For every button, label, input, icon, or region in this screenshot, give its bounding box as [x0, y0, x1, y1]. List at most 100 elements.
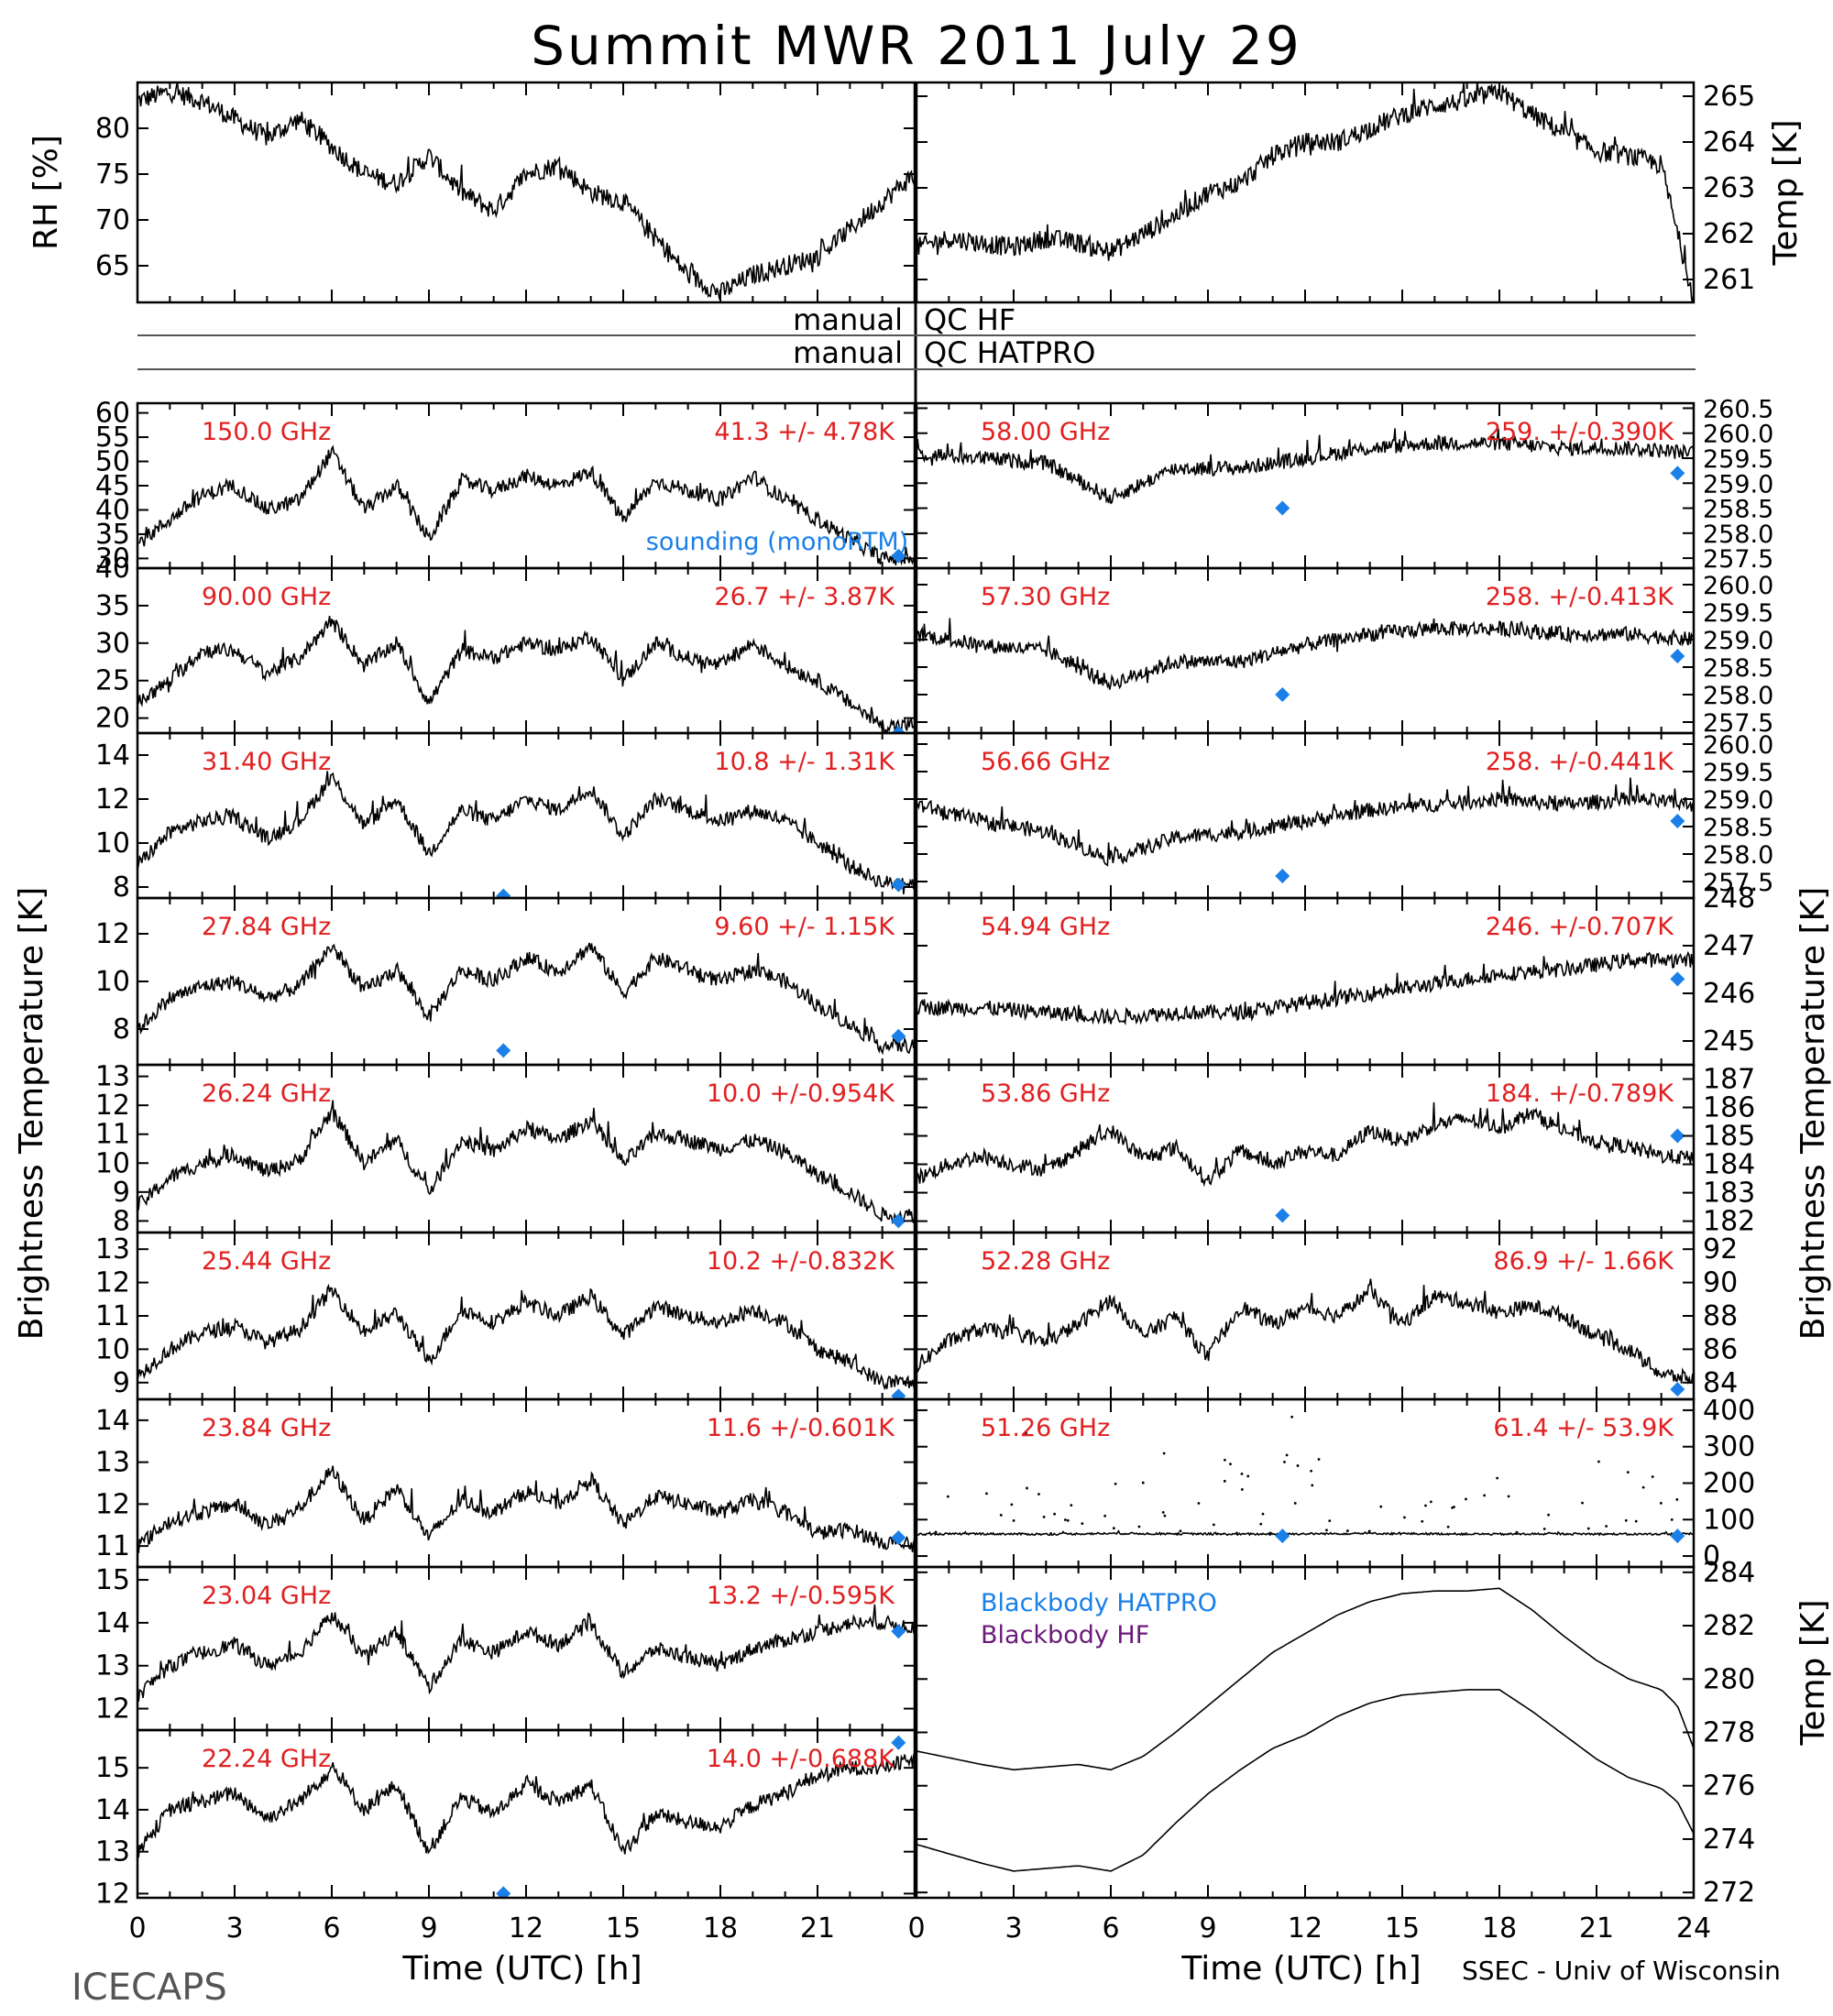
plot-area: [916, 1415, 1694, 1544]
sounding-marker: [891, 548, 906, 564]
y-tick-label: 186: [1703, 1092, 1755, 1124]
outlier-point: [1605, 1525, 1608, 1528]
channel-stat: 10.2 +/-0.832K: [707, 1247, 895, 1276]
plot-area: [137, 615, 915, 733]
sounding-marker: [1275, 869, 1290, 883]
y-tick-label: 65: [95, 250, 130, 282]
channel-label: 58.00 GHz: [981, 418, 1110, 446]
outlier-point: [1634, 1519, 1638, 1523]
channel-stat: 41.3 +/- 4.78K: [714, 418, 895, 446]
y-tick-label: 8: [113, 1013, 130, 1046]
series-line: [916, 82, 1694, 302]
outlier-point: [1446, 1525, 1450, 1528]
outlier-point: [1675, 1497, 1679, 1501]
outlier-point: [1659, 1501, 1663, 1505]
sounding-marker: [891, 1529, 906, 1545]
channel-label: 56.66 GHz: [981, 748, 1110, 776]
channel-label: 27.84 GHz: [202, 913, 331, 941]
panel-temp: 261 262 263 264 265 Temp [K]: [915, 81, 1805, 304]
footer-right: SSEC - Univ of Wisconsin: [1462, 1956, 1781, 1986]
y-tick-label: 278: [1703, 1717, 1755, 1749]
plot-area: [137, 771, 915, 898]
sounding-marker: [1275, 1208, 1290, 1223]
outlier-point: [1063, 1518, 1067, 1521]
qc-row1-left: manual: [793, 302, 903, 337]
series-line: [137, 771, 915, 895]
channel-label: 57.30 GHz: [981, 583, 1110, 611]
y-tick-label: 282: [1703, 1610, 1755, 1642]
outlier-point: [1311, 1484, 1314, 1487]
outlier-point: [1137, 1525, 1141, 1528]
outlier-point: [1042, 1515, 1046, 1518]
outlier-point: [1081, 1522, 1084, 1525]
y-tick-label: 264: [1703, 126, 1755, 159]
outlier-point: [1010, 1503, 1014, 1507]
y-tick-label: 12: [95, 1090, 130, 1122]
y-tick-label: 258.5: [1703, 814, 1773, 842]
x-tick-label-right: 6: [1102, 1912, 1119, 1945]
channel-label: 26.24 GHz: [202, 1079, 331, 1108]
y-tick-label: 8: [113, 1205, 130, 1237]
outlier-point: [1240, 1473, 1244, 1475]
series-line: [137, 1752, 915, 1857]
plot-area: [137, 942, 915, 1058]
y-tick-label: 261: [1703, 264, 1755, 296]
outlier-point: [1179, 1529, 1182, 1533]
y-tick-label: 246: [1703, 978, 1755, 1010]
y-tick-label: 265: [1703, 81, 1755, 113]
x-tick-label-right: 18: [1482, 1912, 1517, 1945]
y-tick-label: 25: [95, 665, 130, 697]
y-tick-label: 262: [1703, 218, 1755, 250]
panel-22-24-ghz: 12 13 14 15 22.24 GHz 14.0 +/-0.688K: [95, 1728, 916, 1910]
y-tick-label: 13: [95, 1061, 130, 1093]
outlier-point: [1290, 1415, 1294, 1419]
y-tick-label: 100: [1703, 1504, 1755, 1536]
outlier-point: [1293, 1502, 1297, 1505]
y-tick-label: 276: [1703, 1770, 1755, 1802]
y-tick-label: 182: [1703, 1206, 1755, 1238]
outlier-point: [1285, 1453, 1289, 1457]
plot-area: [137, 1283, 915, 1399]
outlier-point: [1259, 1522, 1263, 1526]
y-tick-label: 184: [1703, 1149, 1755, 1181]
plot-area: [137, 1735, 915, 1898]
outlier-point: [1114, 1482, 1117, 1485]
sounding-marker: [1275, 687, 1290, 702]
sounding-annotation: sounding (monoRTM): [646, 528, 908, 556]
channel-stat: 184. +/-0.789K: [1486, 1079, 1674, 1108]
channel-label: 90.00 GHz: [202, 583, 331, 611]
series-line: [137, 1604, 915, 1702]
channel-stat: 10.8 +/- 1.31K: [714, 748, 895, 776]
y-tick-label: 259.0: [1703, 627, 1773, 655]
y-tick-label: 10: [95, 1147, 130, 1179]
series-line: [137, 1100, 915, 1226]
x-tick-label-left: 9: [420, 1912, 437, 1945]
y-tick-label: 11: [95, 1300, 130, 1332]
outlier-point: [1053, 1512, 1057, 1516]
x-tick-label-right: 9: [1199, 1912, 1216, 1945]
series-line: [916, 777, 1694, 867]
y-tick-label: 280: [1703, 1663, 1755, 1695]
y-tick-label: 259.5: [1703, 445, 1773, 474]
y-tick-label: 11: [95, 1119, 130, 1151]
outlier-point: [1161, 1511, 1165, 1514]
outlier-point: [1507, 1495, 1510, 1498]
outlier-point: [1345, 1529, 1349, 1532]
channel-stat: 61.4 +/- 53.9K: [1493, 1414, 1674, 1442]
channel-stat: 14.0 +/-0.688K: [707, 1745, 895, 1773]
y-tick-label: 260.0: [1703, 572, 1773, 600]
y-tick-label: 9: [113, 1367, 130, 1399]
y-tick-label: 185: [1703, 1121, 1755, 1153]
channel-stat: 259. +/-0.390K: [1486, 418, 1674, 446]
outlier-point: [1496, 1476, 1499, 1480]
y-tick-label: 8: [113, 871, 130, 904]
y-tick-label: 400: [1703, 1395, 1755, 1427]
outlier-point: [1141, 1481, 1145, 1485]
outlier-point: [1261, 1512, 1265, 1516]
y-tick-label: 247: [1703, 930, 1755, 962]
qc-row2-right: QC HATPRO: [924, 335, 1095, 370]
outlier-point: [1626, 1471, 1630, 1474]
